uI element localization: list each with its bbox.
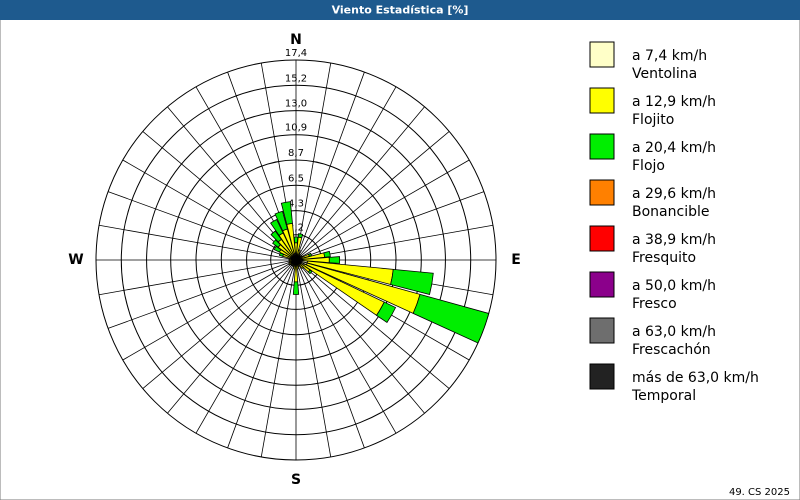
ring-label: 6,5	[288, 173, 304, 184]
wind-segment	[375, 301, 397, 324]
spoke	[260, 265, 296, 458]
ring-label: 2,2	[288, 223, 304, 234]
legend-label: a 12,9 km/h	[632, 94, 716, 110]
spoke	[142, 131, 292, 257]
spoke	[296, 265, 332, 458]
title-bar	[0, 0, 800, 20]
spoke	[107, 191, 291, 259]
spoke	[298, 264, 397, 434]
spoke	[298, 86, 397, 256]
wind-segment	[298, 262, 304, 269]
spoke	[98, 224, 291, 260]
spoke	[299, 106, 425, 256]
wind-segment	[328, 256, 341, 264]
spoke	[98, 260, 291, 296]
ring	[95, 59, 497, 461]
spoke	[297, 71, 365, 255]
legend-sublabel: Fresco	[632, 296, 677, 312]
compass-label: N	[290, 32, 302, 48]
spoke	[297, 265, 365, 449]
wind-segment	[296, 249, 301, 257]
footer: 49. CS 2025	[729, 487, 790, 498]
legend-sublabel: Temporal	[631, 388, 696, 404]
legend-swatch	[589, 363, 615, 390]
ring-label: 13,0	[285, 99, 307, 110]
compass-label: W	[68, 252, 83, 268]
spoke	[301, 224, 494, 260]
legend-label: más de 63,0 km/h	[632, 370, 759, 386]
legend-sublabel: Ventolina	[632, 66, 697, 82]
wind-segment	[297, 233, 304, 239]
spoke	[300, 263, 450, 389]
legend-label: a 20,4 km/h	[632, 140, 716, 156]
wind-segment	[293, 262, 297, 270]
legend-swatch	[589, 179, 615, 206]
spoke	[142, 263, 292, 389]
ring-label: 4,3	[288, 199, 304, 210]
wind-segment	[280, 201, 293, 225]
wind-segment	[270, 230, 282, 243]
ring	[220, 184, 372, 336]
legend-label: a 50,0 km/h	[632, 278, 716, 294]
wind-segment	[292, 281, 300, 295]
spoke	[300, 131, 450, 257]
legend-swatch	[589, 225, 615, 252]
ring-label: 15,2	[285, 73, 307, 84]
wind-segment	[296, 253, 301, 258]
legend-sublabel: Flojo	[632, 158, 665, 174]
legend-label: a 29,6 km/h	[632, 186, 716, 202]
spoke	[296, 62, 332, 255]
ring-label: 8,7	[288, 148, 304, 159]
legend-swatch	[589, 41, 615, 68]
legend-sublabel: Flojito	[632, 112, 674, 128]
wind-segment	[323, 250, 331, 258]
ring	[195, 159, 397, 361]
ring	[120, 84, 472, 436]
spoke	[195, 264, 294, 434]
wind-segment	[272, 239, 281, 248]
legend-label: a 38,9 km/h	[632, 232, 716, 248]
legend-sublabel: Bonancible	[632, 204, 709, 220]
ring-label: 10,9	[285, 123, 307, 134]
wind-segment	[293, 236, 299, 244]
spoke	[227, 265, 295, 449]
compass-label: E	[511, 252, 521, 268]
wind-segment	[273, 245, 282, 253]
spoke	[299, 264, 425, 414]
ring	[170, 134, 422, 386]
legend-label: a 63,0 km/h	[632, 324, 716, 340]
legend-swatch	[589, 133, 615, 160]
wind-segment	[270, 219, 284, 236]
legend-swatch	[589, 271, 615, 298]
wind-segment	[274, 210, 288, 232]
legend-label: a 7,4 km/h	[632, 48, 707, 64]
spoke	[167, 264, 293, 414]
legend-swatch	[589, 87, 615, 114]
wind-segment	[390, 268, 434, 296]
wind-segment	[288, 260, 294, 266]
chart-title: Viento Estadística [%]	[332, 4, 469, 17]
legend-swatch	[589, 317, 615, 344]
spoke	[300, 159, 470, 258]
legend-sublabel: Frescachón	[632, 342, 711, 358]
spoke	[167, 106, 293, 256]
legend-sublabel: Fresquito	[632, 250, 696, 266]
wind-segment	[307, 269, 313, 275]
compass-label: S	[291, 472, 301, 488]
ring	[246, 210, 346, 310]
spoke	[122, 159, 292, 258]
spoke	[107, 261, 291, 329]
ring	[146, 110, 446, 410]
wind-segment	[412, 293, 490, 344]
ring-label: 17,4	[285, 48, 307, 59]
spoke	[122, 262, 292, 361]
spoke	[301, 191, 485, 259]
